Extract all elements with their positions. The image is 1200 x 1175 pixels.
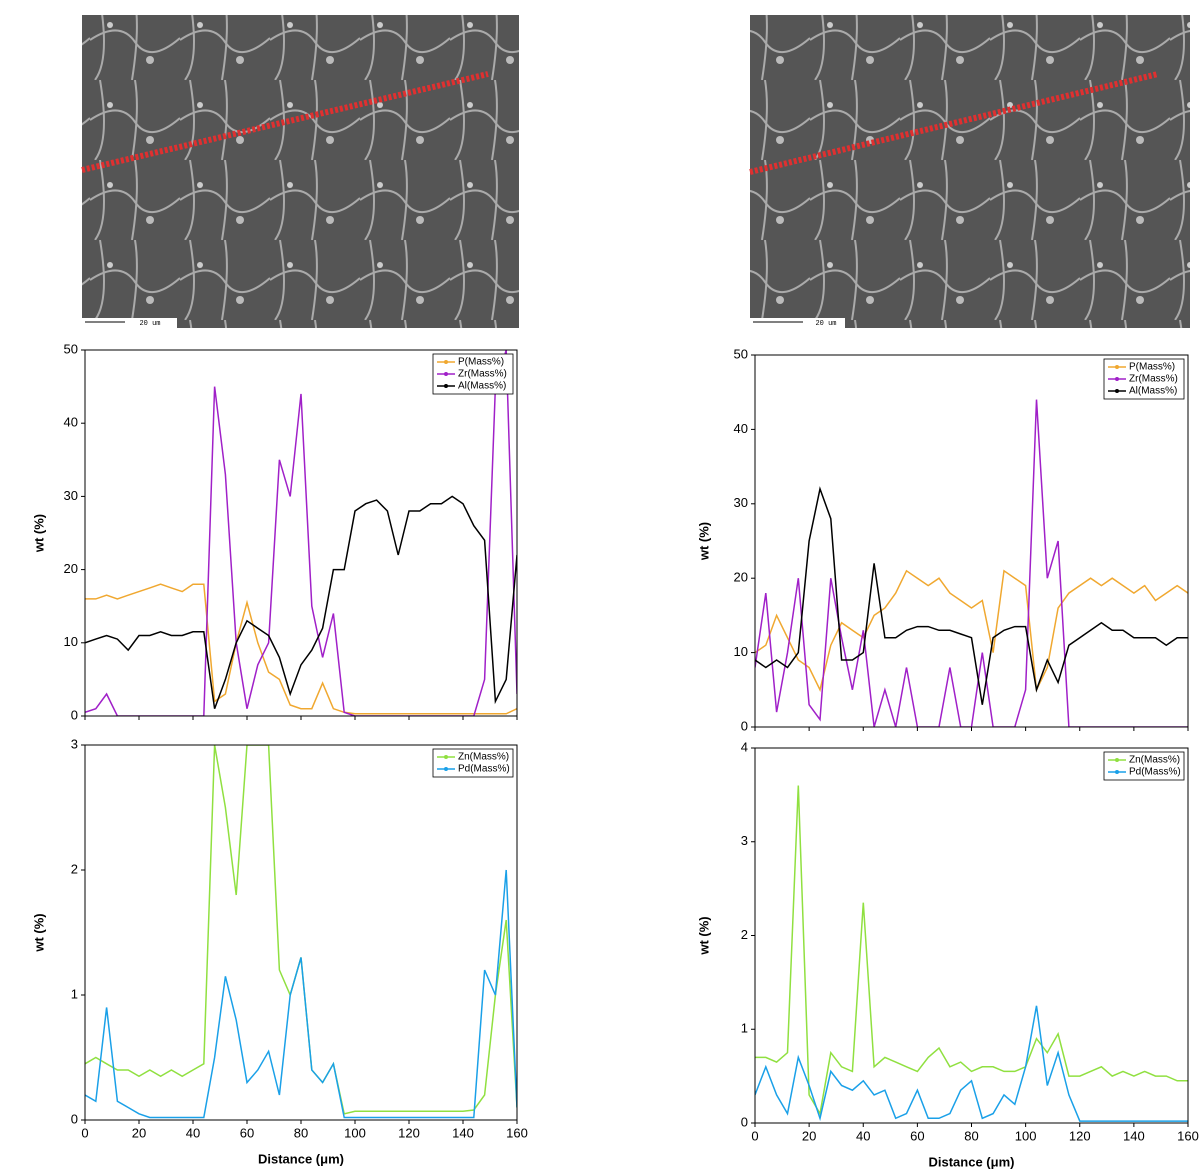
legend-label: Zr(Mass%) — [1129, 374, 1178, 385]
x-tick-label: 160 — [506, 1125, 528, 1140]
y-tick-label: 0 — [71, 1111, 78, 1126]
y-axis-label: wt (%) — [696, 522, 711, 561]
series-line — [85, 583, 517, 715]
legend-marker — [444, 755, 448, 759]
series-line — [755, 1005, 1188, 1122]
x-tick-label: 100 — [344, 1125, 366, 1140]
x-axis-label: Distance (μm) — [258, 1151, 344, 1166]
x-tick-label: 0 — [751, 1128, 758, 1143]
series-line — [755, 486, 1188, 705]
series-line — [85, 350, 517, 716]
x-tick-label: 140 — [452, 1125, 474, 1140]
y-tick-label: 50 — [734, 346, 748, 361]
chart: 0 10 20 30 40 50 wt (%) P(Mass%)Zr(Mass%)Al(Mas… — [31, 341, 518, 722]
x-axis-label: Distance (μm) — [929, 1154, 1015, 1169]
legend-label: Al(Mass%) — [458, 381, 506, 392]
legend-label: Pd(Mass%) — [1129, 767, 1181, 778]
y-axis-label: wt (%) — [696, 916, 711, 955]
series-line — [755, 569, 1188, 693]
y-tick-label: 0 — [741, 1114, 748, 1129]
legend-label: P(Mass%) — [1129, 362, 1175, 373]
series-line — [755, 785, 1188, 1116]
legend-marker — [1115, 377, 1119, 381]
y-tick-label: 2 — [741, 927, 748, 942]
legend-box — [432, 748, 514, 778]
y-tick-label: 2 — [71, 861, 78, 876]
scale-bar-box — [750, 318, 845, 328]
scale-label: 20 um — [139, 320, 160, 328]
legend-label: Pd(Mass%) — [458, 764, 510, 775]
series-line — [85, 495, 517, 709]
y-tick-label: 30 — [734, 495, 748, 510]
plot-frame — [754, 747, 1189, 1124]
legend-marker — [1115, 389, 1119, 393]
legend-marker — [1115, 770, 1119, 774]
y-tick-label: 3 — [741, 833, 748, 848]
series-line — [85, 745, 517, 1115]
legend-label: P(Mass%) — [458, 357, 504, 368]
sem-image: 20 um — [81, 15, 519, 328]
x-tick-label: 60 — [240, 1125, 254, 1140]
y-tick-label: 20 — [734, 570, 748, 585]
scale-bar-box — [82, 318, 177, 328]
y-tick-label: 10 — [734, 644, 748, 659]
legend-marker — [444, 767, 448, 771]
legend-label: Al(Mass%) — [1129, 386, 1177, 397]
y-axis-label: wt (%) — [31, 514, 46, 553]
x-tick-label: 140 — [1123, 1128, 1145, 1143]
y-tick-label: 1 — [71, 986, 78, 1001]
micrograph — [750, 15, 1190, 328]
x-tick-label: 0 — [81, 1125, 88, 1140]
legend-label: Zr(Mass%) — [458, 369, 507, 380]
x-tick-label: 40 — [856, 1128, 870, 1143]
x-tick-label: 160 — [1177, 1128, 1199, 1143]
y-tick-label: 30 — [64, 488, 78, 503]
y-tick-label: 20 — [64, 561, 78, 576]
x-tick-label: 80 — [294, 1125, 308, 1140]
scan-line — [81, 71, 489, 173]
scale-label: 20 um — [815, 320, 836, 328]
chart: 0 1 2 3 0 20 40 60 80 100 120 140 160 Distance (μm) wt… — [31, 736, 527, 1166]
legend-label: Zn(Mass%) — [458, 752, 509, 763]
y-tick-label: 0 — [741, 718, 748, 733]
legend-marker — [1115, 758, 1119, 762]
y-axis-label: wt (%) — [31, 913, 46, 952]
y-tick-label: 3 — [71, 736, 78, 751]
x-tick-label: 80 — [964, 1128, 978, 1143]
legend-box — [1103, 751, 1185, 781]
legend-marker — [444, 372, 448, 376]
micrograph — [82, 15, 519, 328]
plot-frame — [84, 744, 518, 1121]
y-tick-label: 10 — [64, 634, 78, 649]
legend-marker — [1115, 365, 1119, 369]
y-tick-label: 1 — [741, 1021, 748, 1036]
legend-marker — [444, 384, 448, 388]
sem-image: 20 um — [749, 15, 1190, 328]
x-tick-label: 120 — [398, 1125, 420, 1140]
x-tick-label: 120 — [1069, 1128, 1091, 1143]
x-tick-label: 40 — [186, 1125, 200, 1140]
y-tick-label: 0 — [71, 707, 78, 722]
series-line — [85, 869, 517, 1119]
legend-label: Zn(Mass%) — [1129, 755, 1180, 766]
y-tick-label: 4 — [741, 739, 748, 754]
y-tick-label: 50 — [64, 341, 78, 356]
plot-frame — [754, 354, 1189, 728]
x-tick-label: 20 — [802, 1128, 816, 1143]
x-tick-label: 100 — [1015, 1128, 1037, 1143]
y-tick-label: 40 — [64, 415, 78, 430]
series-line — [755, 399, 1188, 727]
legend-marker — [444, 360, 448, 364]
x-tick-label: 60 — [910, 1128, 924, 1143]
chart: 0 10 20 30 40 50 wt (%) P(Mass%)Zr(Mass%)Al(Mas… — [696, 346, 1189, 733]
x-tick-label: 20 — [132, 1125, 146, 1140]
y-tick-label: 40 — [734, 421, 748, 436]
